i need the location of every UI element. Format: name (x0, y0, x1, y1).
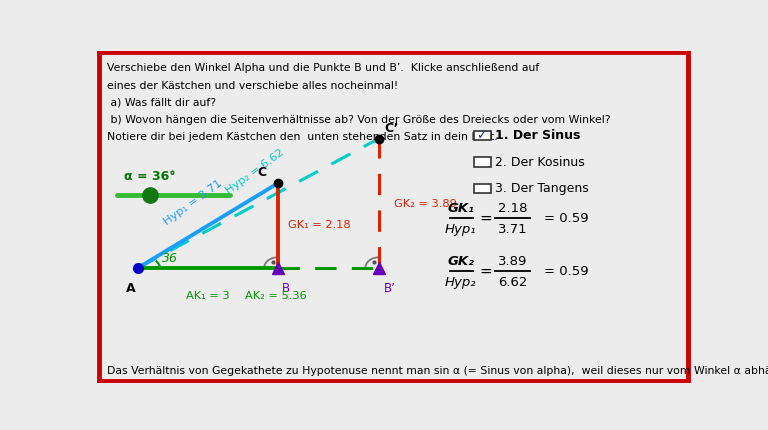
Text: 1. Der Sinus: 1. Der Sinus (495, 129, 581, 142)
Text: Das Verhältnis von Gegekathete zu Hypotenuse nennt man sin α (= Sinus von alpha): Das Verhältnis von Gegekathete zu Hypote… (107, 365, 768, 375)
FancyBboxPatch shape (99, 53, 688, 381)
Text: B: B (283, 281, 290, 294)
Text: AK₂ = 5.36: AK₂ = 5.36 (245, 290, 307, 300)
Text: 3. Der Tangens: 3. Der Tangens (495, 182, 589, 195)
Text: = 0.59: = 0.59 (545, 212, 589, 224)
Text: b) Wovon hängen die Seitenverhältnisse ab? Von der Größe des Dreiecks oder vom W: b) Wovon hängen die Seitenverhältnisse a… (107, 115, 611, 125)
Text: Hyp₁: Hyp₁ (445, 222, 477, 235)
Text: A: A (126, 281, 135, 294)
Text: GK₂ = 3.89: GK₂ = 3.89 (393, 199, 456, 209)
Text: Hyp₂: Hyp₂ (445, 275, 477, 288)
Text: C’: C’ (385, 121, 399, 134)
Text: eines der Kästchen und verschiebe alles nocheinmal!: eines der Kästchen und verschiebe alles … (107, 80, 398, 90)
FancyBboxPatch shape (474, 184, 491, 194)
Text: 2. Der Kosinus: 2. Der Kosinus (495, 156, 585, 169)
Text: GK₁: GK₁ (448, 202, 475, 215)
Text: a) Was fällt dir auf?: a) Was fällt dir auf? (107, 98, 216, 108)
Text: α = 36°: α = 36° (124, 169, 175, 182)
FancyBboxPatch shape (474, 158, 491, 167)
FancyBboxPatch shape (474, 132, 491, 141)
Text: Hyp₁ = 3.71: Hyp₁ = 3.71 (162, 178, 223, 226)
Text: =: = (479, 211, 492, 226)
Text: Verschiebe den Winkel Alpha und die Punkte B und B’.  Klicke anschließend auf: Verschiebe den Winkel Alpha und die Punk… (107, 63, 539, 73)
Text: 6.62: 6.62 (498, 275, 528, 288)
Text: 36: 36 (162, 252, 178, 265)
Text: C: C (258, 166, 266, 179)
Text: Hyp₂ = 6.62: Hyp₂ = 6.62 (224, 147, 286, 196)
Text: 3.89: 3.89 (498, 255, 528, 268)
Text: =: = (479, 264, 492, 279)
Text: Notiere dir bei jedem Kästchen den  unten stehenden Satz in dein Heft.: Notiere dir bei jedem Kästchen den unten… (107, 132, 498, 142)
Text: AK₁ = 3: AK₁ = 3 (186, 290, 230, 300)
Text: GK₂: GK₂ (448, 255, 475, 268)
Text: B’: B’ (383, 281, 396, 294)
Text: 2.18: 2.18 (498, 202, 528, 215)
Text: ✓: ✓ (476, 129, 486, 142)
Text: = 0.59: = 0.59 (545, 264, 589, 278)
Text: GK₁ = 2.18: GK₁ = 2.18 (288, 220, 351, 230)
Text: 3.71: 3.71 (498, 222, 528, 235)
